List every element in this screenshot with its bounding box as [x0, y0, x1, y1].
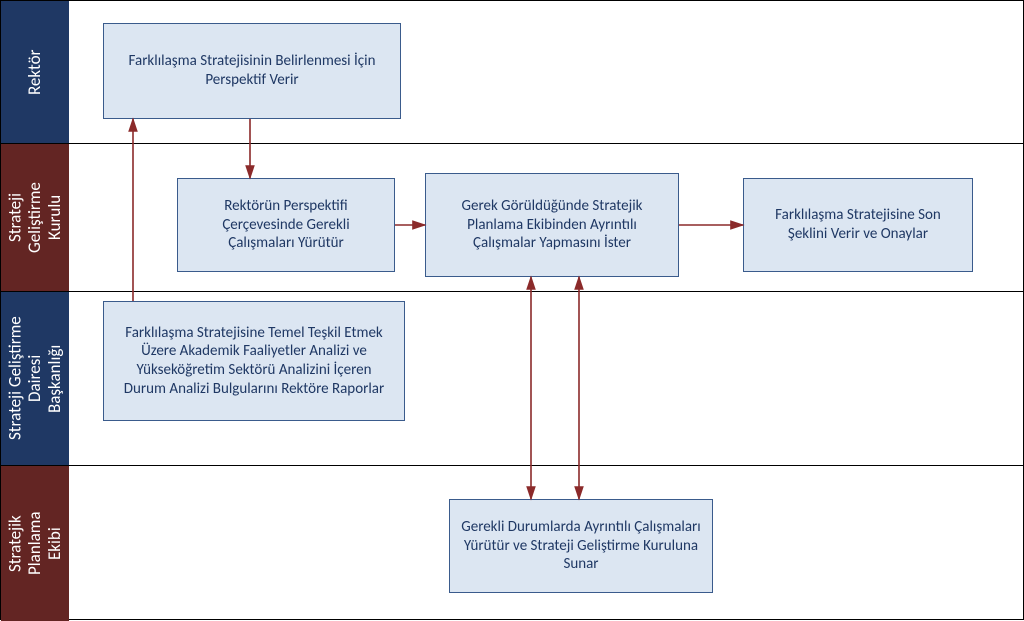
- node-text: Gerekli Durumlarda Ayrıntılı Çalışmaları…: [460, 518, 702, 574]
- node-text: Gerek Görüldüğünde Stratejik Planlama Ek…: [436, 197, 668, 253]
- lane-header-spe: StratejikPlanlamaEkibi: [1, 466, 69, 621]
- node-text: Farklılaşma Stratejisine Temel Teşkil Et…: [114, 324, 394, 399]
- node-n3: Gerek Görüldüğünde Stratejik Planlama Ek…: [425, 173, 679, 277]
- node-n2: Rektörün Perspektifi Çerçevesinde Gerekl…: [177, 178, 395, 272]
- node-n6: Gerekli Durumlarda Ayrıntılı Çalışmaları…: [449, 499, 713, 593]
- node-n5: Farklılaşma Stratejisine Temel Teşkil Et…: [103, 301, 405, 421]
- lane-header-sgk: StratejiGeliştirmeKurulu: [1, 144, 69, 291]
- node-text: Farklılaşma Stratejisinin Belirlenmesi İ…: [114, 52, 390, 90]
- node-text: Rektörün Perspektifi Çerçevesinde Gerekl…: [188, 197, 384, 253]
- swimlane-diagram: RektörStratejiGeliştirmeKuruluStrateji G…: [0, 0, 1024, 620]
- node-n4: Farklılaşma Stratejisine Son Şeklini Ver…: [743, 178, 973, 272]
- node-n1: Farklılaşma Stratejisinin Belirlenmesi İ…: [103, 23, 401, 119]
- lane-header-rektor: Rektör: [1, 1, 69, 143]
- node-text: Farklılaşma Stratejisine Son Şeklini Ver…: [754, 206, 962, 244]
- lane-header-sgdb: Strateji GeliştirmeDairesiBaşkanlığı: [1, 292, 69, 465]
